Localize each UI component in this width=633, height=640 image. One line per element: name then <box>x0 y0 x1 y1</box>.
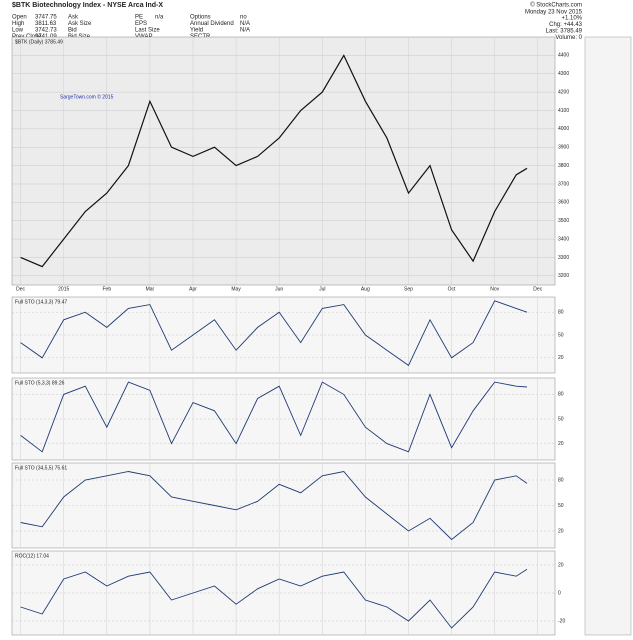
x-tick-label: Dec <box>16 286 25 292</box>
y-tick-label: 80 <box>558 392 564 398</box>
x-tick-label: Sep <box>404 286 413 292</box>
y-tick-label: 4100 <box>558 108 569 114</box>
date: Monday 23 Nov 2015 <box>525 10 583 16</box>
field-label: Open <box>12 15 27 21</box>
field-value: N/A <box>240 28 250 34</box>
y-tick-label: 50 <box>558 332 564 338</box>
panel-label: $BTK (Daily) 3785.49 <box>15 39 63 45</box>
field-value: 3747.75 <box>35 15 57 21</box>
field-label: Yield <box>190 28 203 34</box>
field-label: EPS <box>135 21 147 27</box>
field-label: Ask Size <box>68 21 92 27</box>
x-tick-label: Aug <box>361 286 370 292</box>
y-tick-label: 4400 <box>558 53 569 59</box>
y-tick-label: 4000 <box>558 126 569 132</box>
summary: Last: 3785.49 <box>546 29 583 35</box>
summary: Chg: +44.43 <box>549 22 583 28</box>
source: © StockCharts.com <box>530 2 582 9</box>
field-label: Options <box>190 15 211 21</box>
x-tick-label: 2015 <box>58 286 69 292</box>
y-tick-label: 0 <box>558 590 561 596</box>
y-tick-label: 80 <box>558 477 564 483</box>
y-tick-label: 20 <box>558 441 564 447</box>
field-label: Last Size <box>135 28 160 34</box>
indicator-line <box>20 300 528 367</box>
y-tick-label: 80 <box>558 310 564 316</box>
y-tick-label: 3200 <box>558 273 569 279</box>
y-tick-label: 20 <box>558 355 564 361</box>
y-tick-label: 50 <box>558 416 564 422</box>
price-line <box>20 54 528 268</box>
panel-label: Full STO (34,5,5) 75.61 <box>15 465 67 471</box>
panel-label: ROC(12) 17.04 <box>15 553 49 559</box>
field-value: 3811.63 <box>35 21 57 27</box>
x-tick-label: May <box>231 286 241 292</box>
y-tick-label: 3500 <box>558 218 569 224</box>
field-label: Bid <box>68 28 77 34</box>
y-tick-label: 4200 <box>558 89 569 95</box>
field-label: Annual Dividend <box>190 21 234 27</box>
y-tick-label: -20 <box>558 618 565 624</box>
x-tick-label: Jun <box>275 286 283 292</box>
y-tick-label: 3900 <box>558 145 569 151</box>
watermark: SargeTown.com © 2015 <box>60 93 114 100</box>
field-label: PE <box>135 15 143 21</box>
x-tick-label: Dec <box>533 286 542 292</box>
indicator-line <box>20 471 528 541</box>
field-value: N/A <box>240 21 250 27</box>
y-tick-label: 3600 <box>558 200 569 206</box>
x-tick-label: Apr <box>189 286 197 292</box>
panel-label: Full STO (5,3,3) 89.26 <box>15 380 65 386</box>
y-tick-label: 3300 <box>558 255 569 261</box>
field-label: Low <box>12 28 24 34</box>
panel-label: Full STO (14,3,3) 79.47 <box>15 299 67 305</box>
x-tick-label: Jul <box>319 286 325 292</box>
x-tick-label: Mar <box>146 286 155 292</box>
panel <box>11 36 556 286</box>
x-tick-label: Nov <box>490 286 499 292</box>
x-tick-label: Feb <box>102 286 111 292</box>
field-label: High <box>12 21 24 27</box>
x-tick-label: Oct <box>448 286 456 292</box>
summary: +1.10% <box>561 16 582 22</box>
y-tick-label: 3400 <box>558 236 569 242</box>
y-tick-label: 3700 <box>558 181 569 187</box>
mini-chart-frame <box>584 36 632 636</box>
y-tick-label: 50 <box>558 503 564 509</box>
field-value: no <box>240 15 247 21</box>
title: $BTK Biotechnology Index - NYSE Arca Ind… <box>12 2 163 9</box>
indicator-line <box>20 568 528 629</box>
summary: Volume: 0 <box>555 35 582 41</box>
y-tick-label: 20 <box>558 528 564 534</box>
field-label: Ask <box>68 15 79 21</box>
field-value: 3742.73 <box>35 28 57 34</box>
y-tick-label: 3800 <box>558 163 569 169</box>
y-tick-label: 4300 <box>558 71 569 77</box>
field-value: n/a <box>155 15 164 21</box>
y-tick-label: 20 <box>558 562 564 568</box>
indicator-line <box>20 381 528 453</box>
